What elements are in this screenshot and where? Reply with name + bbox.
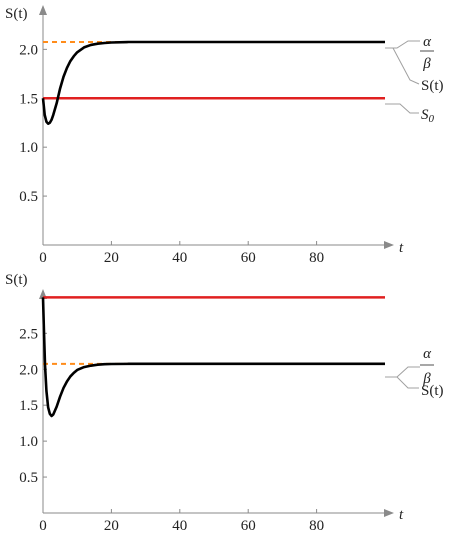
x-tick-label: 60 bbox=[241, 250, 256, 266]
legend-initial-callout bbox=[385, 103, 419, 114]
y-tick-label: 1.0 bbox=[19, 140, 38, 156]
chart-bottom-y-axis-label: S(t) bbox=[5, 272, 28, 288]
legend-initial-label: S0 bbox=[421, 107, 435, 125]
x-tick-label: 80 bbox=[309, 518, 324, 534]
x-tick-label: 60 bbox=[241, 518, 256, 534]
x-tick-label: 40 bbox=[172, 250, 187, 266]
y-tick-label: 2.5 bbox=[19, 326, 38, 342]
chart-bottom-x-axis-label: t bbox=[399, 507, 404, 523]
legend-ratio-beta: β bbox=[422, 56, 431, 72]
chart-bottom-series bbox=[41, 296, 385, 418]
series-line-s-t bbox=[41, 297, 385, 418]
chart-top-x-axis-label: t bbox=[399, 240, 404, 256]
y-tick-label: 0.5 bbox=[19, 189, 38, 205]
x-tick-label: 20 bbox=[104, 518, 119, 534]
legend-ratio-alpha: α bbox=[423, 346, 432, 362]
x-tick-label: 0 bbox=[39, 250, 47, 266]
y-tick-label: 1.5 bbox=[19, 91, 38, 107]
legend-ratio-beta: β bbox=[422, 371, 431, 387]
chart-bottom-legend: α β S(t) bbox=[385, 346, 444, 399]
chart-top-y-axis-label: S(t) bbox=[5, 6, 28, 22]
y-tick-label: 1.5 bbox=[19, 398, 38, 414]
y-tick-label: 1.0 bbox=[19, 434, 38, 450]
x-tick-label: 80 bbox=[309, 250, 324, 266]
x-tick-label: 0 bbox=[39, 518, 47, 534]
x-tick-label: 20 bbox=[104, 250, 119, 266]
legend-curve-label: S(t) bbox=[421, 383, 444, 399]
chart-top-legend: α β S(t) S0 bbox=[385, 34, 444, 125]
chart-top-y-ticks: 0.5 1.0 1.5 2.0 bbox=[19, 42, 47, 205]
legend-ratio-alpha: α bbox=[423, 34, 432, 50]
chart-top-series bbox=[41, 40, 385, 125]
legend-ratio-callout bbox=[385, 366, 420, 378]
chart-bottom: S(t) t 0 20 40 60 80 0.5 1.0 1.5 2.0 2.5 α β S(t… bbox=[5, 272, 444, 534]
x-tick-label: 40 bbox=[172, 518, 187, 534]
chart-bottom-y-ticks: 0.5 1.0 1.5 2.0 2.5 bbox=[19, 326, 47, 486]
series-line-s-t bbox=[41, 40, 385, 125]
chart-top: S(t) t 0 20 40 60 80 0.5 1.0 1.5 2.0 α β S(t) S… bbox=[5, 5, 444, 266]
y-tick-label: 2.0 bbox=[19, 362, 38, 378]
chart-top-x-ticks: 0 20 40 60 80 bbox=[39, 241, 324, 266]
y-tick-label: 2.0 bbox=[19, 42, 38, 58]
legend-curve-callout bbox=[385, 376, 419, 389]
chart-bottom-x-ticks: 0 20 40 60 80 bbox=[39, 509, 324, 534]
y-tick-label: 0.5 bbox=[19, 470, 38, 486]
legend-curve-label: S(t) bbox=[421, 78, 444, 94]
legend-ratio-callout bbox=[385, 40, 420, 49]
legend-curve-callout bbox=[385, 47, 420, 85]
